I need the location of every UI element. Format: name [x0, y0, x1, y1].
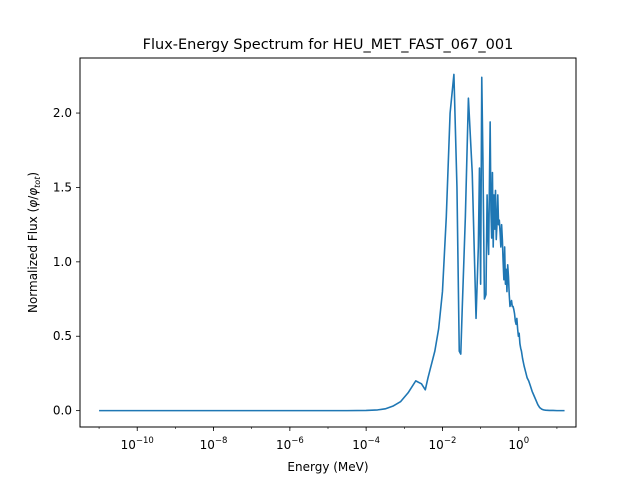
y-axis-label: Normalized Flux (φ/φtot) [26, 172, 42, 313]
y-tick-label: 1.0 [53, 255, 72, 269]
x-tick-label: 10−8 [200, 436, 228, 452]
y-axis-label-prefix: Normalized Flux ( [26, 208, 40, 313]
x-tick-label: 10−10 [121, 436, 154, 452]
x-tick-label: 10−4 [352, 436, 380, 452]
y-axis-label-phi-1: φ [26, 200, 40, 208]
x-tick-label: 10−2 [429, 436, 457, 452]
x-tick-label-base: 10 [508, 438, 523, 452]
y-tick-label: 0.0 [53, 404, 72, 418]
x-tick-label-exponent: −4 [368, 436, 381, 446]
x-tick-label-exponent: −6 [291, 436, 304, 446]
x-tick-label-base: 10 [352, 438, 367, 452]
y-axis-ticks: 0.0 0.5 1.0 1.5 2.0 [53, 106, 80, 418]
x-tick-label-base: 10 [121, 438, 136, 452]
x-tick-label: 100 [508, 436, 529, 452]
x-tick-label-exponent: −8 [215, 436, 228, 446]
x-axis-ticks: 10−10 10−8 10−6 10−4 10−2 100 [98, 427, 558, 452]
x-tick-label-base: 10 [429, 438, 444, 452]
x-tick-label-exponent: −10 [136, 436, 154, 446]
x-tick-label: 10−6 [276, 436, 304, 452]
flux-series-line-0 [99, 73, 565, 412]
y-tick-label: 2.0 [53, 106, 72, 120]
x-tick-label-exponent: 0 [524, 436, 529, 446]
x-tick-label-base: 10 [276, 438, 291, 452]
y-axis-label-suffix: ) [26, 172, 40, 177]
x-tick-label-base: 10 [200, 438, 215, 452]
series-layer [99, 73, 565, 412]
y-axis-label-phi-2: φ [26, 188, 40, 196]
y-tick-label: 1.5 [53, 180, 72, 194]
x-tick-label-exponent: −2 [444, 436, 457, 446]
y-axis-label-subscript: tot [33, 176, 42, 188]
chart-title: Flux-Energy Spectrum for HEU_MET_FAST_06… [143, 37, 514, 53]
y-tick-label: 0.5 [53, 329, 72, 343]
x-axis-label: Energy (MeV) [287, 460, 368, 474]
